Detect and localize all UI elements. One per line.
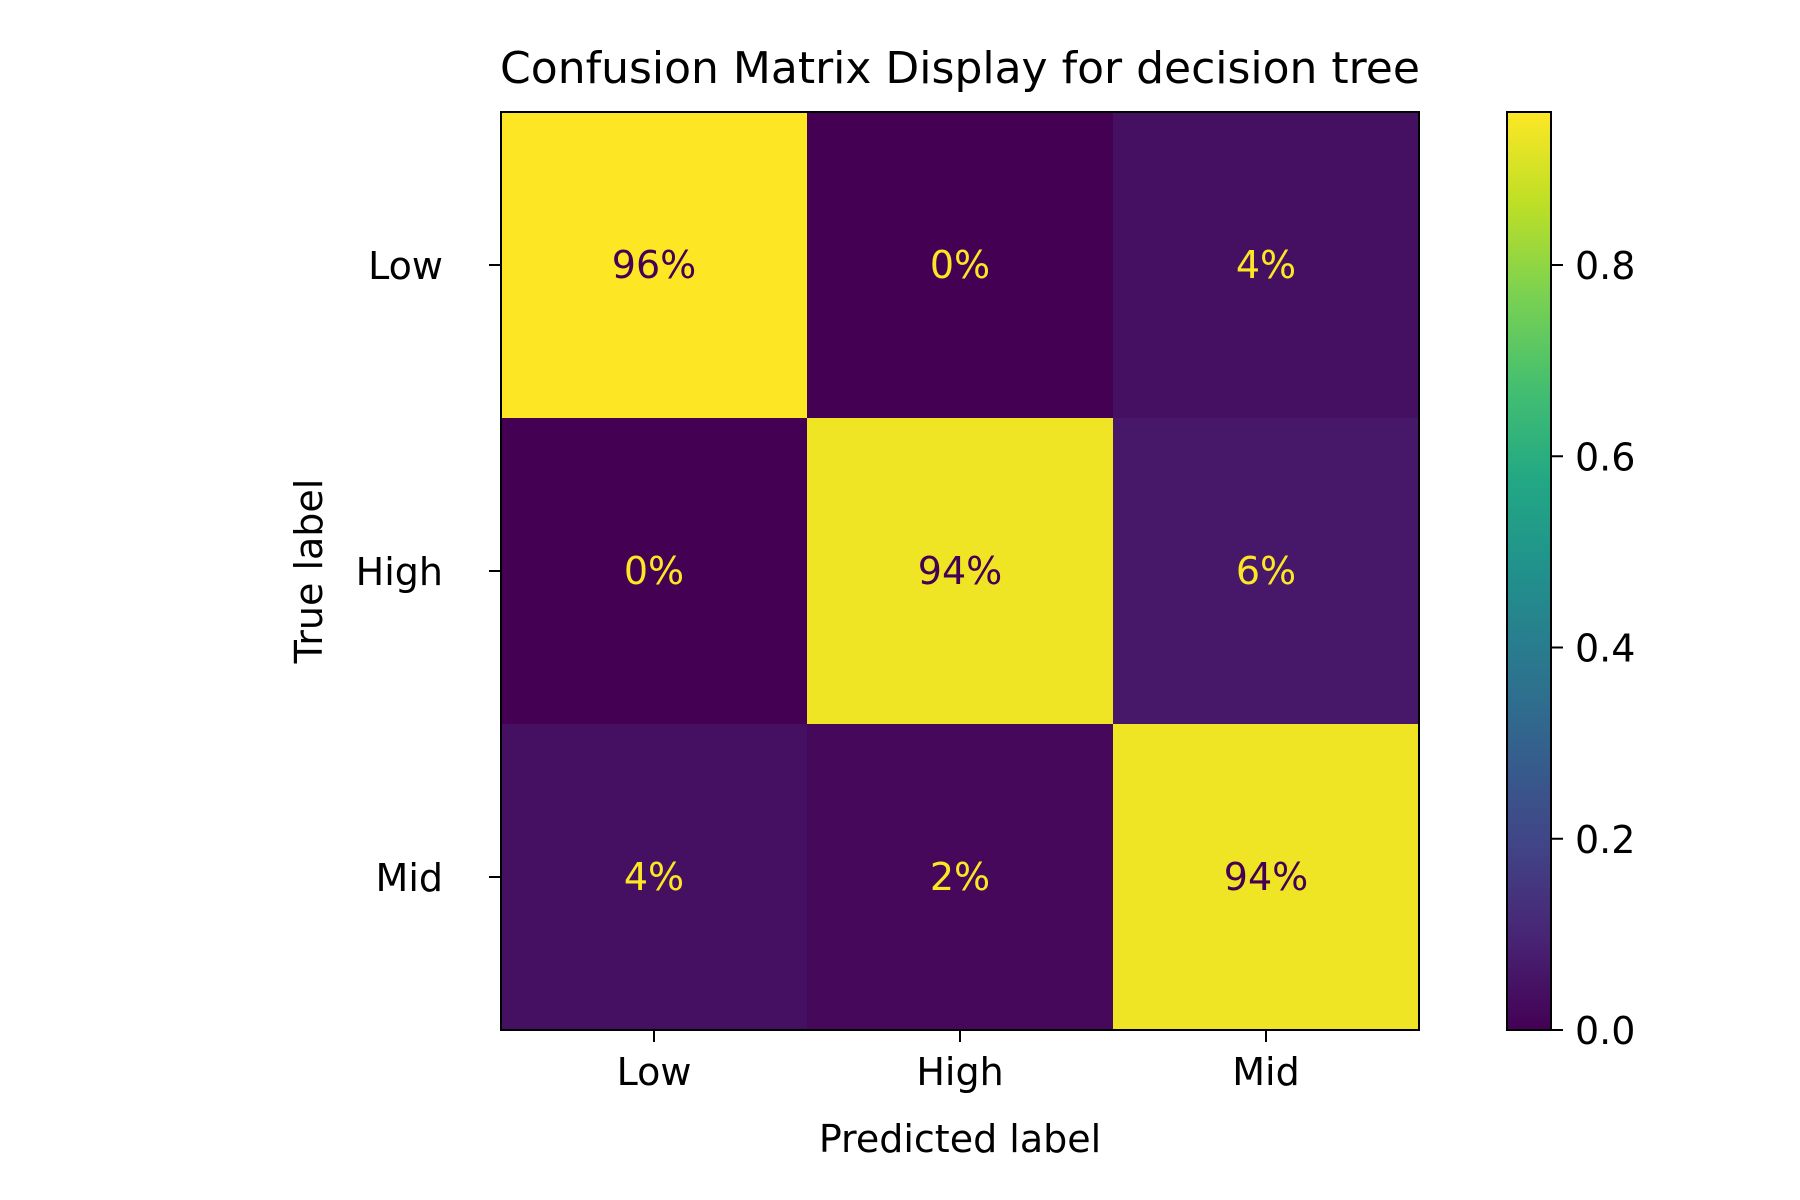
cell-value-label: 6% (1236, 549, 1296, 593)
cell-value-label: 94% (1224, 855, 1308, 899)
y-tick-label: Low (368, 244, 443, 288)
matrix-cell (1113, 112, 1420, 419)
matrix-cell (807, 418, 1114, 725)
x-axis-ticks: Low High Mid (617, 1030, 1300, 1094)
matrix-cell (501, 112, 808, 419)
y-tick-label: High (356, 550, 443, 594)
matrix-cell (501, 418, 808, 725)
cell-value-label: 0% (930, 243, 990, 287)
matrix-cell (807, 112, 1114, 419)
matrix-cell-labels: 96% 0% 4% 0% 94% 6% 4% 2% 94% (612, 243, 1308, 899)
x-tick-label: High (916, 1050, 1003, 1094)
matrix-cells (501, 112, 1420, 1031)
cell-value-label: 2% (930, 855, 990, 899)
y-axis-label: True label (287, 479, 331, 665)
colorbar (1506, 111, 1552, 1031)
x-tick-label: Mid (1232, 1050, 1299, 1094)
y-axis-ticks: Low High Mid (356, 244, 501, 900)
colorbar-tick-label: 0.6 (1575, 435, 1635, 479)
matrix-cell (501, 724, 808, 1031)
cell-value-label: 4% (624, 855, 684, 899)
colorbar-tick-label: 0.0 (1575, 1009, 1635, 1053)
cell-value-label: 4% (1236, 243, 1296, 287)
cell-value-label: 0% (624, 549, 684, 593)
cell-value-label: 94% (918, 549, 1002, 593)
x-tick-label: Low (617, 1050, 692, 1094)
matrix-cell (807, 724, 1114, 1031)
cell-value-label: 96% (612, 243, 696, 287)
colorbar-tick-label: 0.4 (1575, 627, 1635, 671)
colorbar-tick-label: 0.2 (1575, 818, 1635, 862)
matrix-cell (1113, 418, 1420, 725)
chart-title: Confusion Matrix Display for decision tr… (500, 43, 1420, 94)
y-tick-label: Mid (376, 856, 443, 900)
colorbar-tick-label: 0.8 (1575, 244, 1635, 288)
colorbar-ticks: 0.0 0.2 0.4 0.6 0.8 (1551, 244, 1635, 1053)
matrix-cell (1113, 724, 1420, 1031)
x-axis-label: Predicted label (819, 1117, 1101, 1161)
